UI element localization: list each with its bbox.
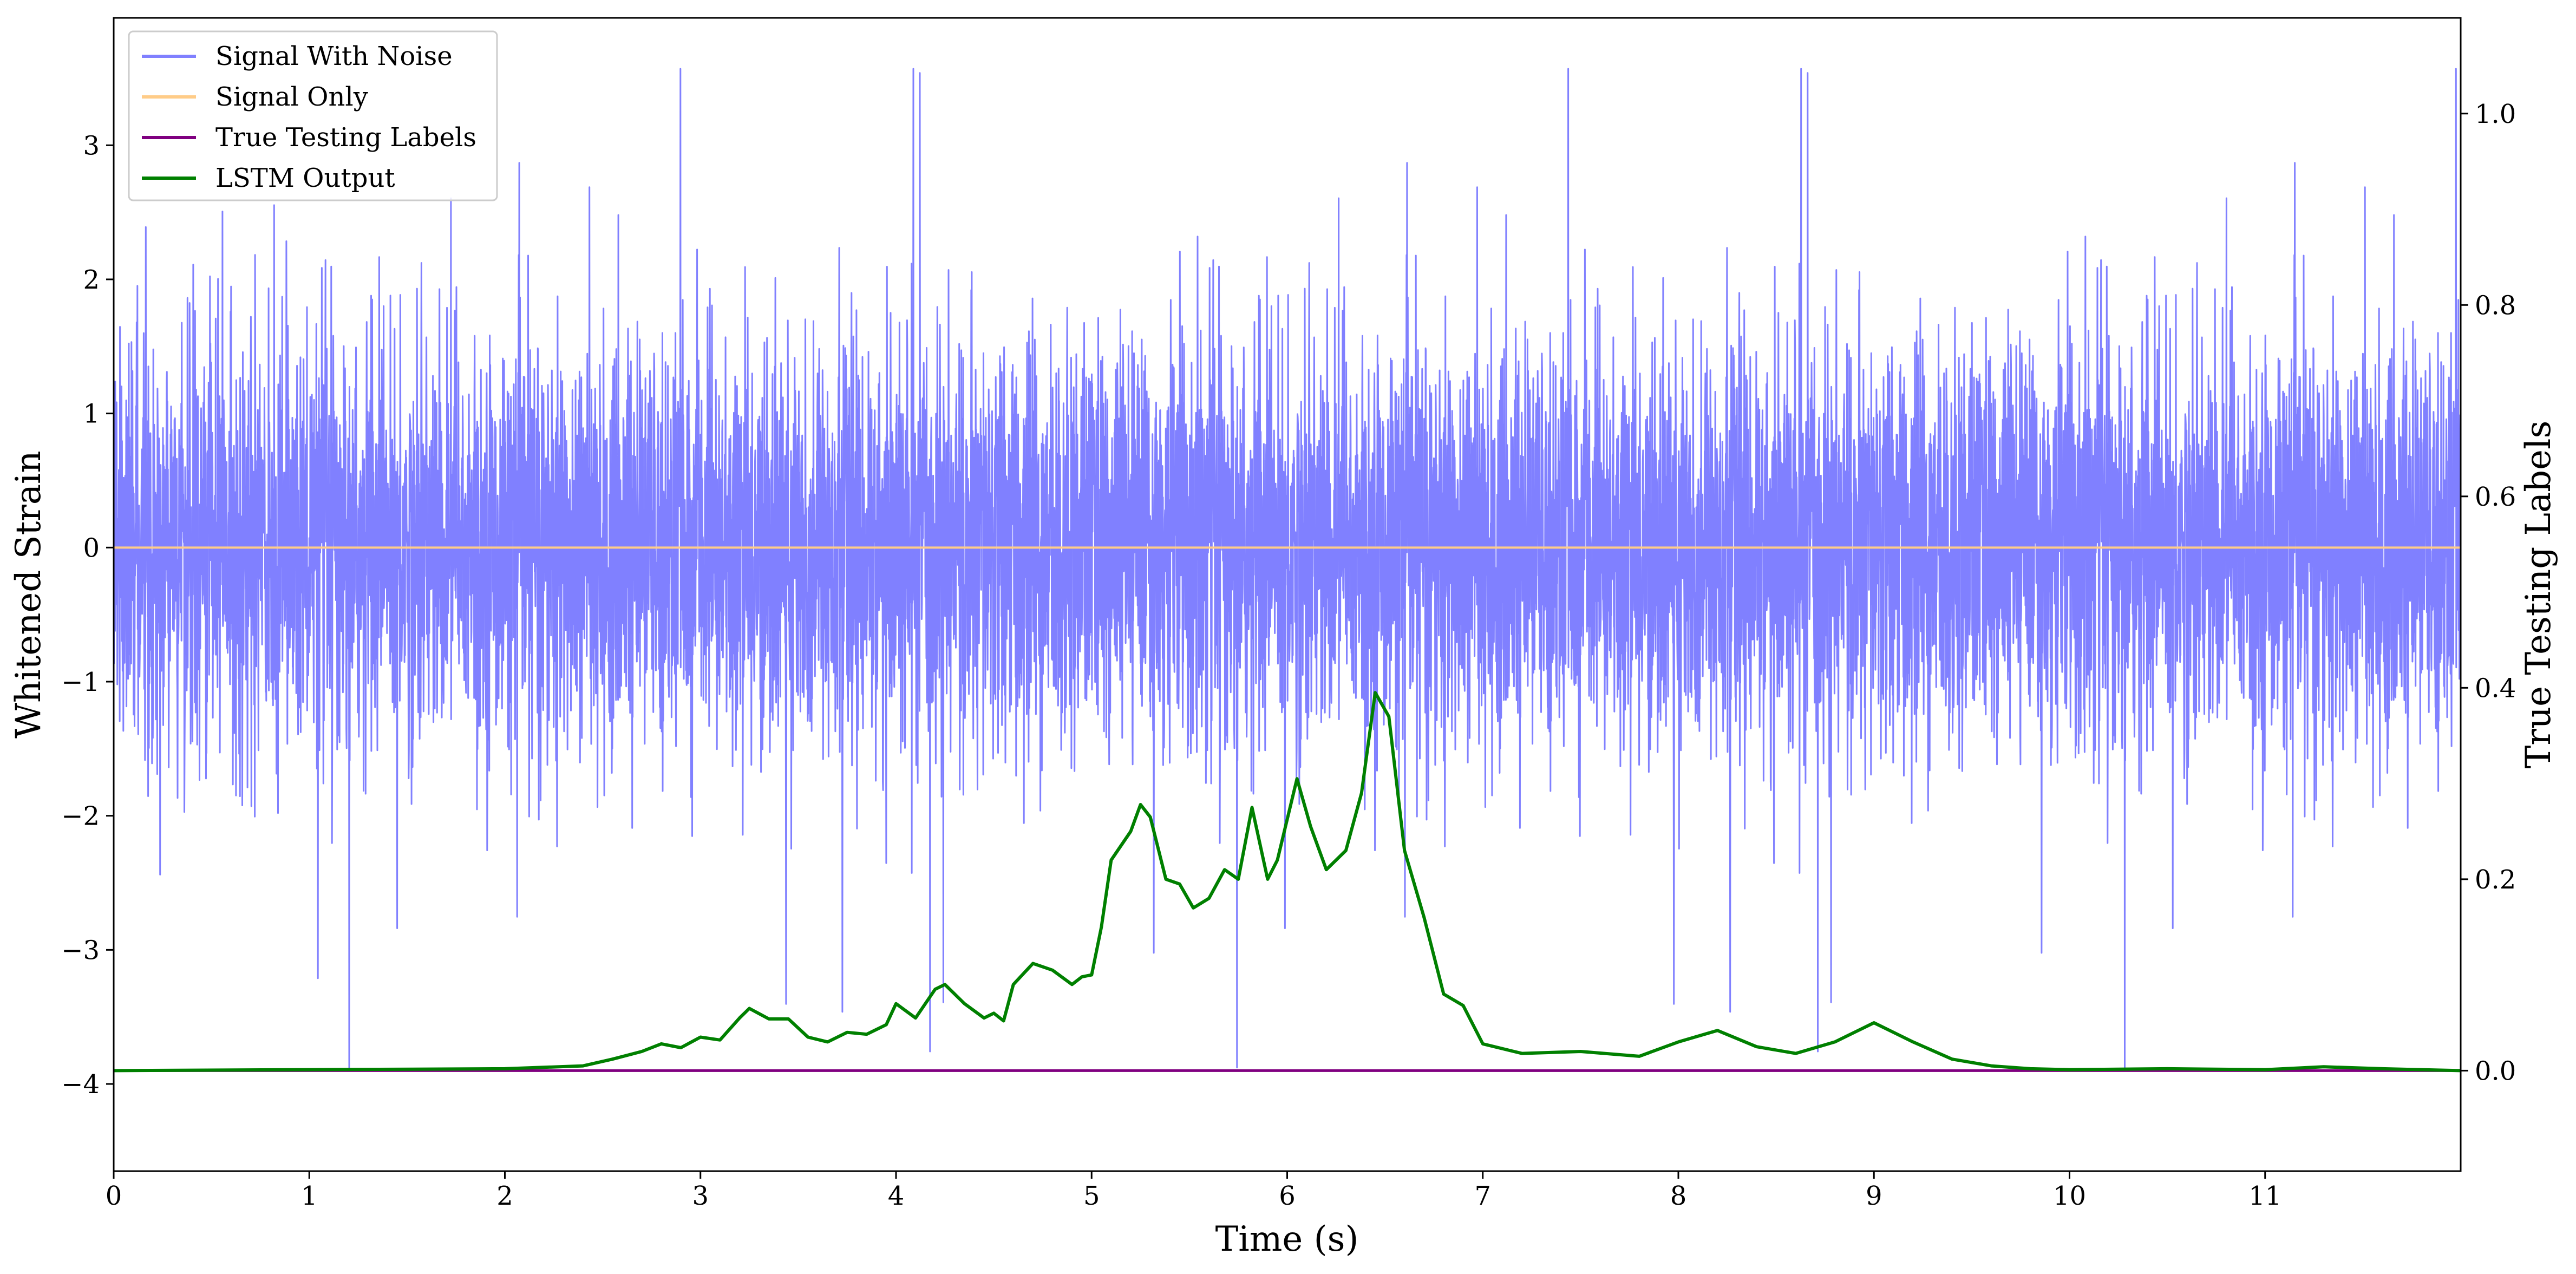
y-tick-label-right: 0.2	[2475, 865, 2516, 895]
legend-box	[128, 30, 498, 201]
y-tick-label-left: 2	[83, 265, 100, 295]
x-tick-label: 1	[301, 1181, 318, 1211]
y-tick-label-left: 0	[83, 533, 100, 563]
y-axis-left: −4 −3 −2 −1 0 1 2 3	[61, 130, 114, 1100]
y-axis-right: 0.0 0.2 0.4 0.6 0.8 1.0	[2461, 99, 2516, 1086]
x-tick-label: 3	[692, 1181, 709, 1211]
legend-item-signal-with-noise: Signal With Noise	[142, 41, 453, 71]
x-tick-label: 10	[2053, 1181, 2086, 1211]
legend-label: LSTM Output	[215, 163, 395, 193]
y-tick-label-right: 0.6	[2475, 482, 2516, 512]
x-axis-label: Time (s)	[1215, 1219, 1359, 1259]
y-tick-label-right: 0.4	[2475, 673, 2516, 703]
legend-label: Signal With Noise	[215, 41, 453, 71]
y-tick-label-left: −3	[61, 935, 100, 965]
y-tick-label-left: 3	[83, 130, 100, 161]
y-tick-label-left: −1	[61, 667, 100, 697]
x-tick-label: 4	[888, 1181, 905, 1211]
legend-item-signal-only: Signal Only	[142, 82, 368, 112]
series-lstm-output	[114, 691, 2461, 1073]
legend-item-true-testing-labels: True Testing Labels	[142, 122, 476, 153]
y-axis-label-right: True Testing Labels	[2519, 421, 2559, 769]
x-tick-label: 6	[1279, 1181, 1296, 1211]
x-tick-label: 8	[1670, 1181, 1687, 1211]
legend-item-lstm-output: LSTM Output	[142, 163, 395, 193]
x-tick-label: 0	[106, 1181, 122, 1211]
legend-label: Signal Only	[215, 82, 368, 112]
y-tick-label-left: −2	[61, 801, 100, 832]
legend: Signal With Noise Signal Only True Testing…	[128, 30, 498, 201]
legend-label: True Testing Labels	[215, 122, 476, 153]
x-tick-label: 5	[1083, 1181, 1100, 1211]
plot-area	[114, 68, 2461, 1073]
x-tick-label: 2	[496, 1181, 513, 1211]
y-tick-label-right: 1.0	[2475, 99, 2516, 129]
y-tick-label-left: 1	[83, 399, 100, 429]
series-signal-with-noise	[114, 68, 2461, 1069]
x-tick-label: 9	[1866, 1181, 1882, 1211]
x-axis: 0 1 2 3 4 5 6 7 8 9 10 11	[106, 1171, 2281, 1211]
x-tick-label: 7	[1474, 1181, 1491, 1211]
y-tick-label-left: −4	[61, 1069, 100, 1100]
y-axis-label-left: Whitened Strain	[9, 450, 49, 738]
y-tick-label-right: 0.0	[2475, 1056, 2516, 1086]
x-tick-label: 11	[2248, 1181, 2281, 1211]
y-tick-label-right: 0.8	[2475, 290, 2516, 321]
